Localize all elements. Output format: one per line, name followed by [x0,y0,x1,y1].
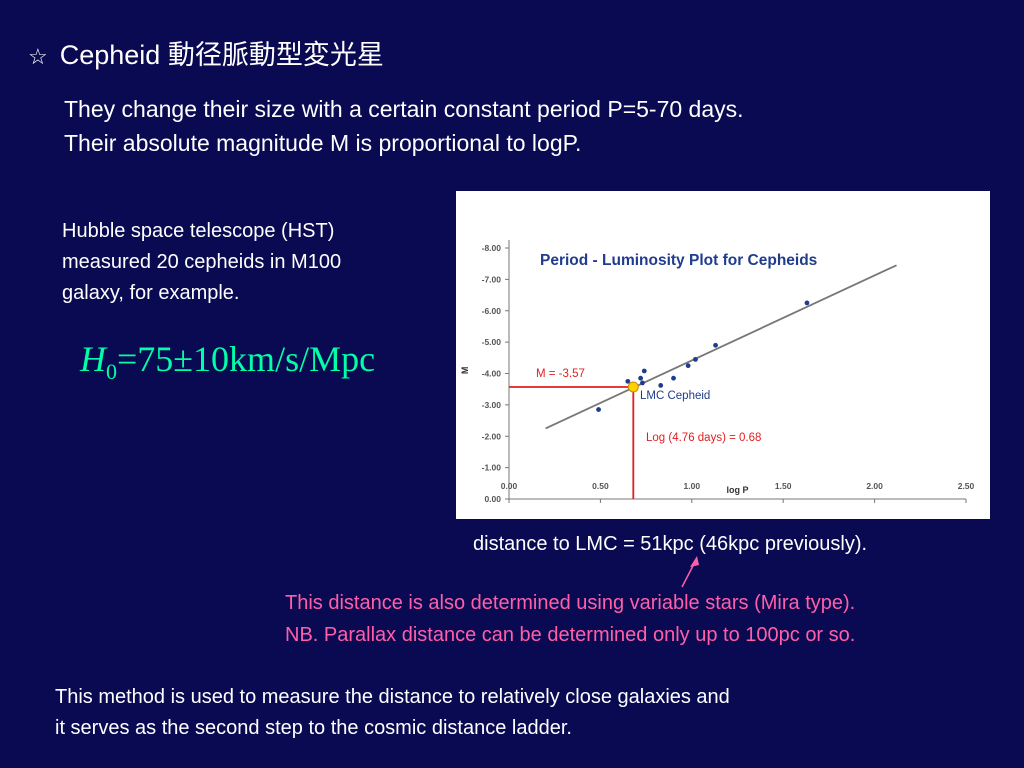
x-tick-label: 0.50 [592,481,609,491]
lmc-distance-text: distance to LMC = 51kpc (46kpc previousl… [473,533,868,555]
formula-symbol: H [80,339,106,379]
data-point [640,380,645,386]
chart-svg: 0.00 -1.00 -2.00 -3.00 -4.00 -5.00 -6.00 -7.00 -… [460,240,975,504]
data-point [596,407,601,412]
data-point [671,375,676,381]
y-tick-label: -1.00 [482,463,502,473]
hubble-constant-formula: H0=75±10km/s/Mpc [80,338,375,385]
x-tick-label: 1.50 [775,481,792,491]
title-text: Cepheid 動径脈動型変光星 [59,40,384,70]
data-point [658,383,664,388]
hst-line: measured 20 cepheids in M100 [62,251,342,273]
conclusion-line: This method is used to measure the dista… [55,686,730,708]
y-axis-label: M [460,367,470,375]
y-tick-label: -6.00 [482,306,502,316]
m-value-label: M = -3.57 [536,368,585,380]
data-point [685,363,691,369]
y-tick-label: -8.00 [482,243,502,253]
y-tick-label: -7.00 [482,274,502,284]
y-tick-label: -3.00 [482,400,502,410]
conclusion-line: it serves as the second step to the cosm… [55,717,572,739]
data-point [625,378,631,384]
star-icon: ☆ [28,44,48,69]
logp-value-label: Log (4.76 days) = 0.68 [646,432,761,444]
formula-subscript: 0 [106,359,117,385]
data-point [713,342,718,348]
y-tick-label: 0.00 [484,494,501,504]
y-tick-label: -5.00 [482,337,502,347]
fit-line [545,264,897,430]
data-point [693,356,698,362]
y-tick-label: -4.00 [482,369,502,379]
formula-expression: =75±10km/s/Mpc [117,339,376,379]
intro-text: They change their size with a certain co… [64,92,744,160]
hst-line: Hubble space telescope (HST) [62,220,335,242]
note-line: This distance is also determined using v… [285,592,856,614]
lmc-cepheid-label: LMC Cepheid [640,390,710,402]
hst-line: galaxy, for example. [62,282,240,304]
hst-description: Hubble space telescope (HST) measured 20… [62,216,341,309]
x-tick-label: 1.00 [684,481,701,491]
x-axis-label: log P [727,485,749,495]
mira-parallax-note: This distance is also determined using v… [285,587,855,651]
intro-line: Their absolute magnitude M is proportion… [64,130,582,156]
x-tick-label: 2.50 [958,481,975,491]
chart-title: Period - Luminosity Plot for Cepheids [540,252,817,269]
note-line: NB. Parallax distance can be determined … [285,624,856,646]
data-point [638,375,644,381]
conclusion-text: This method is used to measure the dista… [55,682,730,744]
x-tick-label: 2.00 [866,481,883,491]
period-luminosity-chart: 0.00 -1.00 -2.00 -3.00 -4.00 -5.00 -6.00 -7.00 -… [456,191,990,519]
slide-title: ☆ Cepheid 動径脈動型変光星 [28,38,384,74]
y-tick-label: -2.00 [482,431,502,441]
lmc-cepheid-marker [627,381,639,393]
intro-line: They change their size with a certain co… [64,96,744,122]
x-tick-label: 0.00 [501,481,518,491]
data-point [641,368,647,374]
data-point [804,300,810,306]
